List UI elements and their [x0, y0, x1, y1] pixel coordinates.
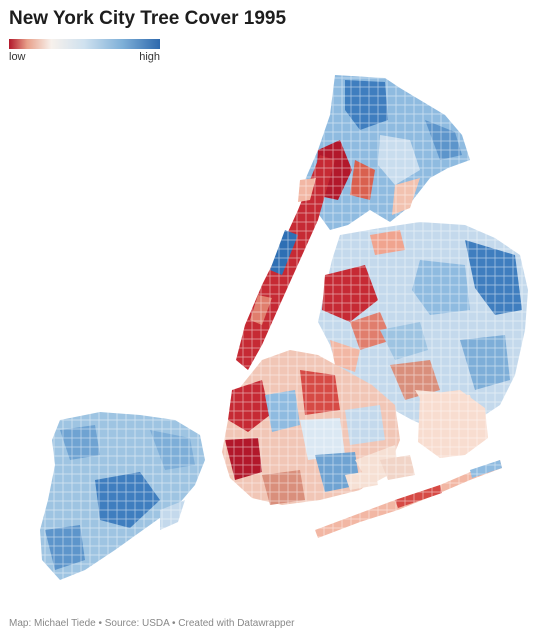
legend-gradient-bar [9, 39, 160, 49]
map-title: New York City Tree Cover 1995 [9, 8, 287, 29]
map-footer-credits: Map: Michael Tiede • Source: USDA • Crea… [9, 618, 295, 629]
tract-grid-overlay [0, 60, 550, 620]
nyc-tree-cover-map[interactable] [0, 60, 550, 620]
